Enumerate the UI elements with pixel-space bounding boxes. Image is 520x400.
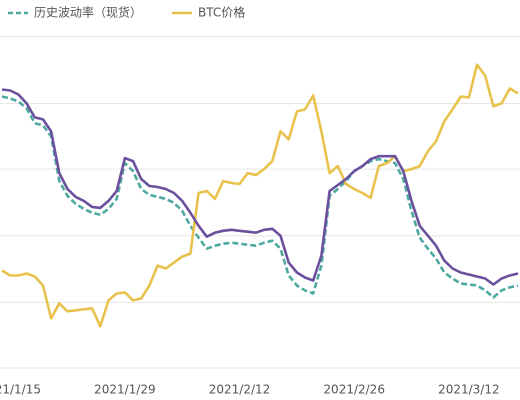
- legend-label: BTC价格: [198, 5, 245, 20]
- legend-label: 历史波动率（现货）: [34, 5, 142, 20]
- x-tick-label: 2021/2/12: [209, 383, 271, 397]
- line-series: [1, 63, 519, 328]
- x-tick-label: 2021/2/26: [323, 383, 385, 397]
- x-tick-label: 2021/1/15: [0, 383, 41, 397]
- x-tick-label: 2021/1/29: [94, 383, 156, 397]
- x-tick-label: 2021/3/12: [438, 383, 500, 397]
- line-series: [1, 88, 519, 286]
- line-series: [1, 95, 519, 299]
